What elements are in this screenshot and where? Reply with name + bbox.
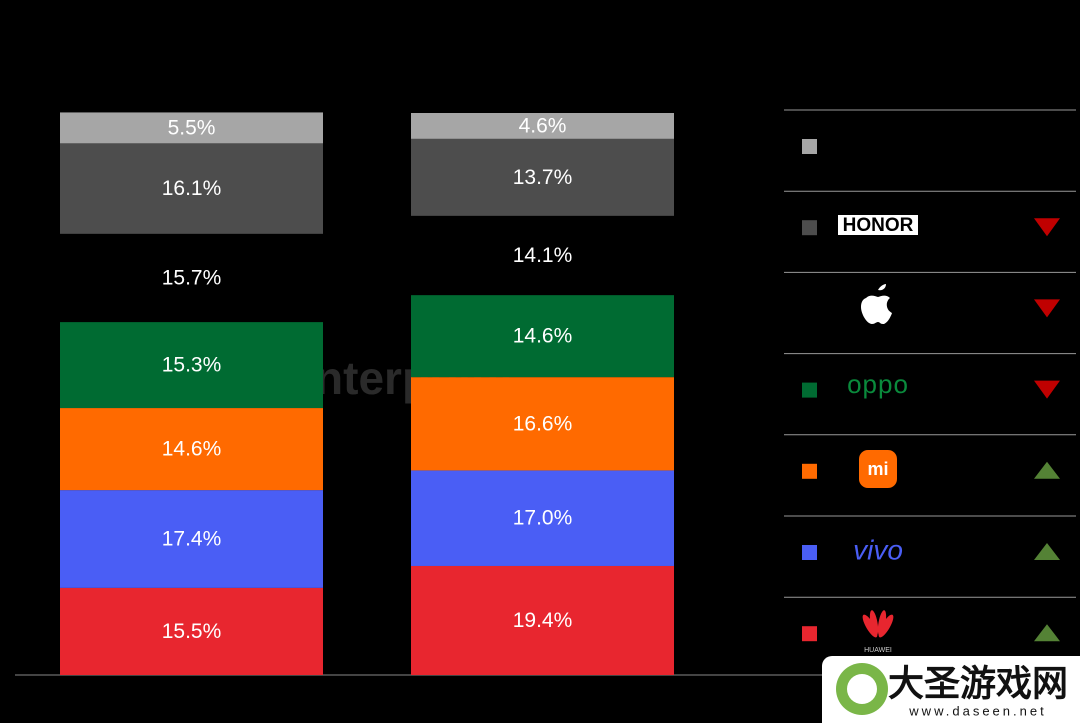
bar-segment xyxy=(60,490,323,588)
trend-down xyxy=(1034,380,1060,399)
legend-swatch xyxy=(802,463,817,479)
bar-segment xyxy=(411,377,674,471)
legend-label: vivo xyxy=(853,534,903,565)
bar-segment xyxy=(411,113,674,139)
legend-swatch xyxy=(802,220,817,236)
mi-logo-box xyxy=(859,450,897,488)
legend-label: HUAWEI xyxy=(864,647,892,654)
huawei-logo xyxy=(862,610,894,638)
bar-segment xyxy=(60,408,323,491)
legend-label: mi xyxy=(867,459,888,479)
legend-label: HONOR xyxy=(843,215,914,236)
trend-down xyxy=(1034,299,1060,318)
legend-swatch xyxy=(802,301,817,317)
value-label: 16.6% xyxy=(513,412,573,435)
honor-logo-box xyxy=(838,215,918,235)
bar-segment xyxy=(411,215,674,296)
bars: 15.5% 17.4% 14.6% 15.3% 15.7% 16.1% 5.5% 19.4% 1… xyxy=(60,112,674,675)
bar-segment xyxy=(60,112,323,144)
watermark-logo-inner xyxy=(847,674,877,704)
value-label: 17.4% xyxy=(162,528,222,551)
bar-segment xyxy=(411,470,674,566)
apple-logo xyxy=(861,284,892,324)
value-label: 16.1% xyxy=(162,177,222,200)
site-name: 大圣游戏网 xyxy=(888,663,1068,704)
value-label: 5.5% xyxy=(168,116,216,139)
value-label: 14.1% xyxy=(513,244,573,267)
legend-swatch xyxy=(802,382,817,398)
trend-up xyxy=(1034,543,1060,560)
value-label: 15.3% xyxy=(162,354,222,377)
legend-label: oppo xyxy=(847,369,909,399)
trend-up xyxy=(1034,624,1060,642)
value-label: 19.4% xyxy=(513,609,573,632)
site-watermark: 大圣游戏网 www.daseen.net xyxy=(822,656,1080,723)
value-label: 15.5% xyxy=(162,620,222,643)
legend-swatch xyxy=(802,626,817,642)
bar-segment xyxy=(411,565,674,675)
watermark-box xyxy=(822,656,1080,723)
legend-swatch xyxy=(802,545,817,560)
value-label: 14.6% xyxy=(513,325,573,348)
bar-segment xyxy=(60,322,323,409)
value-label: 14.6% xyxy=(162,438,222,461)
value-label: 13.7% xyxy=(513,166,573,189)
value-label: 17.0% xyxy=(513,507,573,530)
bar-segment xyxy=(60,587,323,675)
bar-segment xyxy=(411,295,674,378)
bar-segment xyxy=(411,138,674,216)
legend: HONOR oppo mi vivo HUAWEI xyxy=(784,109,1076,654)
site-url: www.daseen.net xyxy=(908,703,1046,718)
bar-segment xyxy=(60,233,323,323)
legend-swatch xyxy=(802,139,817,154)
value-label: 15.7% xyxy=(162,266,222,289)
value-label: 4.6% xyxy=(519,114,567,137)
bar-segment xyxy=(60,143,323,234)
trend-down xyxy=(1034,218,1060,237)
trend-up xyxy=(1034,461,1060,479)
